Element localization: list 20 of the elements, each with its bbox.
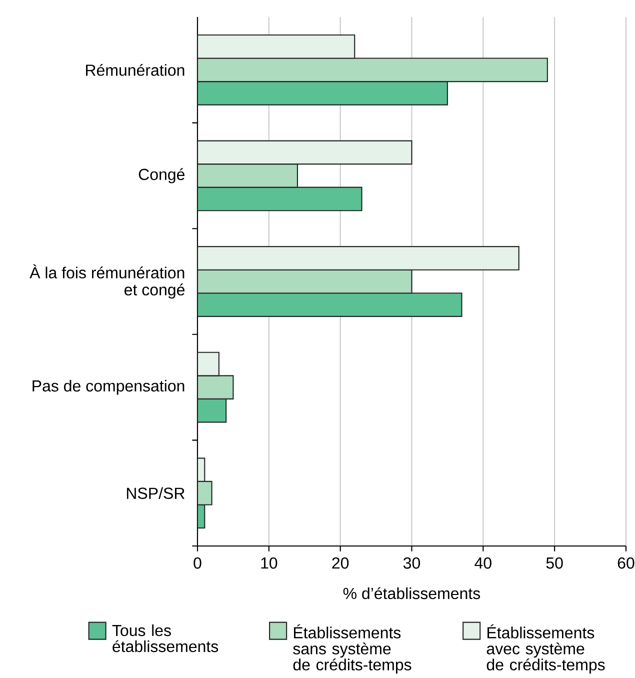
x-tick-label: 10 bbox=[261, 557, 278, 569]
x-tick-label: 50 bbox=[546, 557, 563, 569]
bar bbox=[197, 140, 412, 165]
bar bbox=[197, 34, 356, 59]
legend-label: Tous les établissements bbox=[112, 624, 218, 652]
legend-label: Établissements avec système de crédits-temps bbox=[486, 624, 605, 674]
x-tick-label: 40 bbox=[474, 557, 492, 569]
x-tick-label: 30 bbox=[403, 557, 420, 569]
y-tick-label: Pas de compensation bbox=[32, 380, 184, 395]
bar bbox=[197, 352, 220, 376]
y-tick-label: Congé bbox=[138, 168, 184, 184]
legend-label: Établissements sans système de crédits-temps bbox=[293, 624, 412, 674]
x-tick-label: 20 bbox=[332, 557, 349, 569]
y-tick-label: Rémunération bbox=[86, 64, 184, 76]
x-tick-label: 60 bbox=[618, 557, 634, 569]
x-axis-title: % d’établissements bbox=[343, 587, 480, 600]
y-tick-label: À la fois rémunération et congé bbox=[30, 264, 184, 299]
bar bbox=[197, 246, 520, 270]
y-tick-label: NSP/SR bbox=[126, 487, 184, 499]
x-tick-label: 0 bbox=[194, 557, 202, 569]
